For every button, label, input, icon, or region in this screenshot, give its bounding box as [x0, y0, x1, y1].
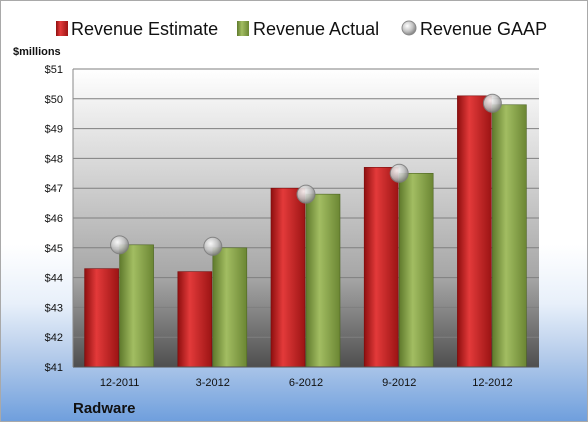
y-tick-label: $47 — [45, 183, 63, 195]
legend-item-actual: Revenue Actual — [237, 19, 379, 39]
bar-actual — [119, 244, 154, 368]
y-axis-ticks: $41 $42 $43 $44 $45 $46 $47 $48 $49 $50 $51 — [45, 64, 63, 374]
legend-swatch-estimate — [56, 21, 68, 36]
y-tick-label: $49 — [45, 124, 63, 136]
x-tick-label: 12-2012 — [472, 377, 512, 389]
bar-estimate — [457, 95, 492, 368]
bar-estimate — [84, 268, 119, 368]
legend-marker-gaap — [401, 20, 417, 36]
legend-label-gaap: Revenue GAAP — [420, 19, 547, 39]
x-tick-label: 3-2012 — [196, 377, 230, 389]
bar-estimate — [363, 167, 399, 368]
x-tick-label: 12-2011 — [100, 377, 140, 389]
legend-label-actual: Revenue Actual — [253, 19, 379, 39]
y-tick-label: $43 — [45, 302, 63, 314]
bars — [84, 95, 527, 368]
y-tick-label: $44 — [45, 273, 63, 285]
y-tick-label: $48 — [45, 153, 63, 165]
gaap-marker — [296, 184, 316, 204]
gaap-marker — [389, 163, 409, 183]
legend-swatch-actual — [237, 21, 249, 36]
gaap-marker — [110, 235, 130, 255]
x-tick-label: 9-2012 — [382, 377, 416, 389]
legend: Revenue Estimate Revenue Actual Revenue … — [56, 19, 547, 39]
gaap-marker — [482, 93, 502, 113]
y-tick-label: $51 — [45, 64, 63, 76]
y-tick-label: $46 — [45, 213, 63, 225]
legend-label-estimate: Revenue Estimate — [71, 19, 218, 39]
x-axis-ticks: 12-2011 3-2012 6-2012 9-2012 12-2012 — [100, 377, 513, 389]
bar-actual — [492, 104, 527, 368]
bar-estimate — [270, 187, 306, 368]
x-tick-label: 6-2012 — [289, 377, 323, 389]
y-tick-label: $50 — [45, 94, 63, 106]
unit-label: $millions — [13, 46, 61, 58]
y-tick-label: $41 — [45, 362, 63, 374]
bar-actual — [212, 247, 248, 368]
legend-item-estimate: Revenue Estimate — [56, 19, 218, 39]
bar-estimate — [177, 271, 213, 368]
bar-actual — [305, 193, 341, 368]
gaap-marker — [203, 236, 223, 256]
y-tick-label: $45 — [45, 243, 63, 255]
y-tick-label: $42 — [45, 332, 63, 344]
legend-item-gaap: Revenue GAAP — [401, 19, 547, 39]
gaap-markers — [110, 93, 502, 256]
bar-actual — [398, 173, 434, 368]
company-name: Radware — [73, 400, 136, 417]
